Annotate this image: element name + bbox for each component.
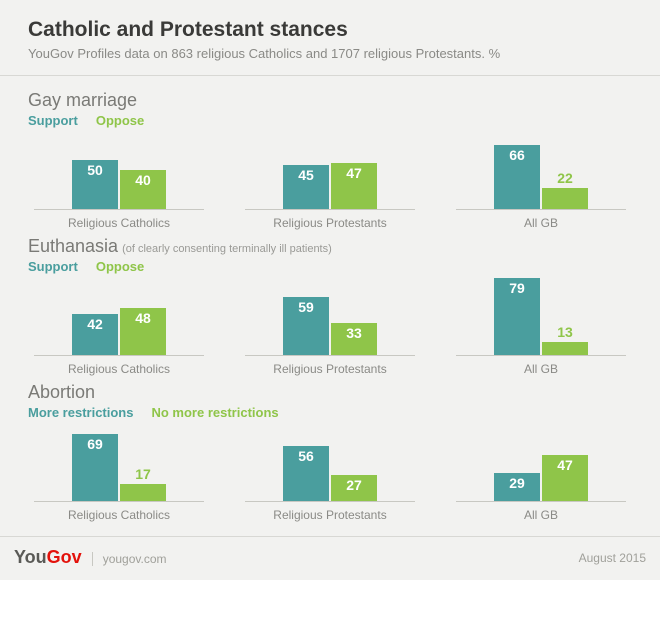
section-title: Abortion [28, 382, 95, 402]
bar-value: 33 [331, 325, 377, 341]
bar-support: 69 [72, 434, 118, 501]
bars: 5040 [34, 132, 204, 210]
bar-oppose: 47 [542, 455, 588, 501]
bar-value: 79 [494, 280, 540, 296]
bar-value: 13 [542, 324, 588, 340]
bars: 5627 [245, 424, 415, 502]
bar-value: 59 [283, 299, 329, 315]
chart-card: Catholic and Protestant stances YouGov P… [0, 0, 660, 580]
group: 6622All GB [456, 132, 626, 230]
groups: 4248 Religious Catholics 5933 Religious Pro… [28, 278, 632, 376]
bar-oppose: 27 [331, 475, 377, 501]
bar-value: 69 [72, 436, 118, 452]
category-label: All GB [524, 508, 558, 522]
category-label: Religious Catholics [68, 362, 170, 376]
subtitle: YouGov Profiles data on 863 religious Ca… [28, 46, 632, 61]
section-title: Gay marriage [28, 90, 137, 110]
group: 4547 Religious Protestants [245, 132, 415, 230]
bar-oppose: 22 [542, 188, 588, 209]
bar-value: 47 [331, 165, 377, 181]
group: 5627 Religious Protestants [245, 424, 415, 522]
bar-support: 29 [494, 473, 540, 501]
bar-support: 59 [283, 297, 329, 355]
bars: 6917 [34, 424, 204, 502]
category-label: Religious Protestants [273, 508, 386, 522]
legend-oppose: Oppose [96, 259, 144, 274]
bars: 79 13 [456, 278, 626, 356]
bar-value: 45 [283, 167, 329, 183]
bar-oppose: 47 [331, 163, 377, 209]
group: 5040 Religious Catholics [34, 132, 204, 230]
legend-support: Support [28, 113, 78, 128]
bar-value: 27 [331, 477, 377, 493]
group: 2947 All GB [456, 424, 626, 522]
bar-value: 50 [72, 162, 118, 178]
bar-value: 66 [494, 147, 540, 163]
section-note: (of clearly consenting terminally ill pa… [122, 243, 332, 255]
site-url: yougov.com [92, 552, 167, 566]
bar-value: 56 [283, 448, 329, 464]
bars: 2947 [456, 424, 626, 502]
legend-oppose: Oppose [96, 113, 144, 128]
title: Catholic and Protestant stances [28, 18, 632, 42]
bar-support: 79 [494, 278, 540, 355]
category-label: All GB [524, 362, 558, 376]
footer: YouGov yougov.com August 2015 [0, 536, 660, 580]
bar-value: 42 [72, 316, 118, 332]
bar-support: 56 [283, 446, 329, 501]
bar-support: 42 [72, 314, 118, 355]
category-label: All GB [524, 216, 558, 230]
bar-value: 17 [120, 466, 166, 482]
legend-support: Support [28, 259, 78, 274]
bar-value: 48 [120, 310, 166, 326]
bars: 5933 [245, 278, 415, 356]
group: 5933 Religious Protestants [245, 278, 415, 376]
bars: 4248 [34, 278, 204, 356]
group: 79 13 All GB [456, 278, 626, 376]
bar-oppose: 17 [120, 484, 166, 501]
groups: 5040 Religious Catholics 4547 Religious Pro… [28, 132, 632, 230]
group: 4248 Religious Catholics [34, 278, 204, 376]
bar-oppose: 40 [120, 170, 166, 209]
bar-oppose: 33 [331, 323, 377, 355]
legend-support: More restrictions [28, 405, 133, 420]
chart-section: Abortion More restrictions No more restric… [28, 382, 632, 522]
legend: Support Oppose [28, 259, 632, 274]
legend: More restrictions No more restrictions [28, 405, 632, 420]
groups: 6917Religious Catholics5627Religious Pro… [28, 424, 632, 522]
category-label: Religious Catholics [68, 508, 170, 522]
category-label: Religious Protestants [273, 362, 386, 376]
legend-oppose: No more restrictions [151, 405, 278, 420]
bar-support: 66 [494, 145, 540, 209]
bar-value: 29 [494, 475, 540, 491]
bar-oppose: 13 [542, 342, 588, 355]
chart-section: Euthanasia (of clearly consenting termina… [28, 236, 632, 376]
chart-section: Gay marriage Support Oppose 5040 Religious C… [28, 90, 632, 230]
bar-oppose: 48 [120, 308, 166, 355]
bar-value: 40 [120, 172, 166, 188]
brand: YouGov yougov.com [14, 547, 167, 568]
logo: YouGov [14, 547, 82, 568]
header: Catholic and Protestant stances YouGov P… [0, 0, 660, 76]
group: 6917Religious Catholics [34, 424, 204, 522]
bar-support: 50 [72, 160, 118, 209]
category-label: Religious Catholics [68, 216, 170, 230]
category-label: Religious Protestants [273, 216, 386, 230]
bar-value: 47 [542, 457, 588, 473]
bars: 4547 [245, 132, 415, 210]
bar-value: 22 [542, 170, 588, 186]
bars: 6622 [456, 132, 626, 210]
chart-body: Gay marriage Support Oppose 5040 Religious C… [0, 76, 660, 536]
date: August 2015 [579, 551, 646, 565]
legend: Support Oppose [28, 113, 632, 128]
bar-support: 45 [283, 165, 329, 209]
section-title: Euthanasia [28, 236, 118, 256]
